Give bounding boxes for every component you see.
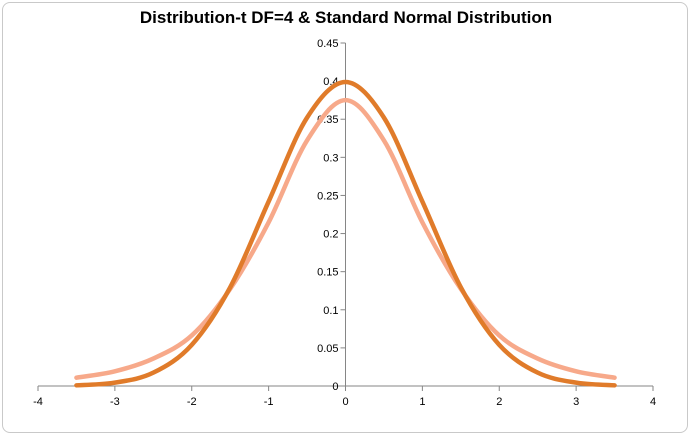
y-tick-label: 0.3 bbox=[323, 152, 338, 164]
y-tick-label: 0 bbox=[332, 381, 338, 393]
x-tick-label: -1 bbox=[264, 396, 274, 408]
y-tick-label: 0.25 bbox=[317, 190, 338, 202]
x-tick-label: 4 bbox=[650, 396, 656, 408]
series-line-t-df4 bbox=[74, 97, 617, 380]
x-tick-label: -3 bbox=[110, 396, 120, 408]
y-tick-label: 0.2 bbox=[323, 229, 338, 241]
x-tick-label: 2 bbox=[496, 396, 502, 408]
x-tick-label: -4 bbox=[33, 396, 43, 408]
series-line-standard-normal bbox=[74, 79, 617, 388]
y-tick-label: 0.45 bbox=[317, 38, 338, 50]
x-tick-label: -2 bbox=[187, 396, 197, 408]
y-tick-label: 0.1 bbox=[323, 305, 338, 317]
x-tick-label: 3 bbox=[573, 396, 579, 408]
y-tick-label: 0.15 bbox=[317, 267, 338, 279]
x-tick-label: 0 bbox=[342, 396, 348, 408]
x-tick-label: 1 bbox=[419, 396, 425, 408]
chart-title: Distribution-t DF=4 & Standard Normal Di… bbox=[139, 8, 553, 27]
y-tick-label: 0.05 bbox=[317, 343, 338, 355]
